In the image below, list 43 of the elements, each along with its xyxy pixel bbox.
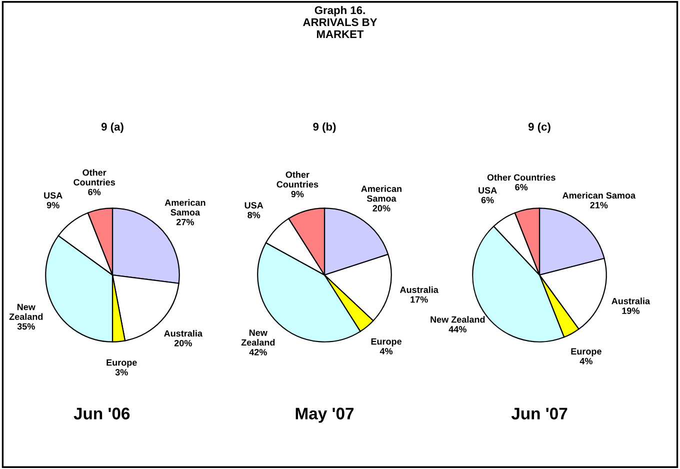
- data-label: 9%: [46, 202, 60, 208]
- data-label: 6%: [515, 184, 528, 190]
- slice-label: Australia: [612, 298, 650, 304]
- slice-label: Australia: [164, 330, 203, 337]
- slice-label: Other Countries: [487, 174, 556, 181]
- data-label: 4%: [580, 358, 592, 364]
- data-label: 20%: [174, 340, 192, 346]
- slice-label: Other Countries: [74, 169, 116, 186]
- slice-label: Other Countries: [276, 171, 318, 188]
- slice-label: USA: [244, 202, 264, 208]
- data-label: 6%: [481, 196, 494, 204]
- slice-label: USA: [44, 192, 62, 199]
- slice-label: Europe: [571, 348, 602, 356]
- slice-label: American Samoa: [562, 192, 636, 199]
- data-label: 17%: [410, 296, 428, 303]
- slice-label: New Zealand: [9, 304, 43, 320]
- text: Jun '06: [74, 408, 130, 420]
- data-label: 44%: [448, 326, 466, 332]
- data-label: 3%: [115, 369, 128, 376]
- data-label: 8%: [248, 212, 260, 218]
- slice-label: New Zealand: [430, 316, 485, 323]
- data-label: 4%: [380, 348, 393, 354]
- data-label: 35%: [17, 323, 35, 330]
- slice-label: Australia: [400, 286, 438, 293]
- chart-title: 9 (b): [313, 122, 336, 133]
- data-label: 42%: [249, 348, 267, 356]
- slice-label: New Zealand: [241, 330, 275, 346]
- slice-label: American Samoa: [361, 185, 402, 202]
- caption: Graph 16. ARRIVALS BY MARKET: [303, 6, 378, 38]
- text: May '07: [296, 408, 354, 423]
- data-label: 27%: [176, 218, 194, 226]
- data-label: 9%: [291, 190, 304, 198]
- data-label: 20%: [372, 205, 390, 212]
- slice-label: American Samoa: [164, 199, 206, 216]
- data-label: 6%: [88, 188, 101, 196]
- data-label: 19%: [622, 308, 640, 314]
- text: Jun '07: [511, 408, 568, 420]
- slice-label: Europe: [371, 338, 402, 346]
- chart-title: 9 (c): [528, 122, 550, 133]
- data-label: 21%: [590, 202, 608, 208]
- slice-label: USA: [478, 187, 497, 194]
- slice-label: Europe: [106, 359, 137, 368]
- chart-title: 9 (a): [101, 122, 124, 133]
